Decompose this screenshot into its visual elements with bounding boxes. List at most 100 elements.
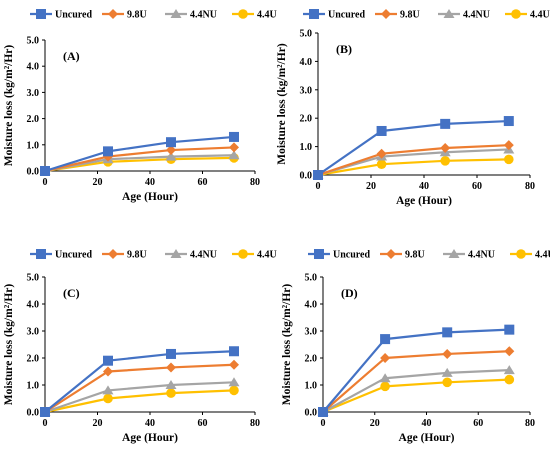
x-tick-label: 60 xyxy=(198,418,208,429)
legend-label: 4.4NU xyxy=(190,250,217,261)
y-tick-label: 0.0 xyxy=(27,408,40,419)
legend-label: 9.8U xyxy=(127,10,147,21)
legend-item: 9.8U xyxy=(380,249,425,261)
panel-label: (A) xyxy=(63,49,80,63)
data-point xyxy=(442,348,453,359)
data-point xyxy=(165,380,177,389)
x-tick-label: 80 xyxy=(250,418,260,429)
legend-marker xyxy=(314,249,324,259)
panel-label: (D) xyxy=(341,286,358,300)
series-line xyxy=(317,119,509,176)
data-point xyxy=(376,148,387,159)
y-tick-label: 3.0 xyxy=(305,327,318,338)
legend-item: Uncured xyxy=(303,9,365,21)
legend: Uncured 9.8U 4.4NU 4.4U xyxy=(303,9,550,21)
y-tick-label: 1.0 xyxy=(300,142,313,153)
x-tick-label: 40 xyxy=(422,418,432,429)
y-tick-label: 0.0 xyxy=(27,167,40,178)
data-point xyxy=(440,143,451,154)
series-line xyxy=(44,146,235,173)
y-tick-label: 2.0 xyxy=(300,114,313,125)
series-line xyxy=(44,381,235,414)
data-point xyxy=(229,359,239,370)
data-point xyxy=(503,140,514,151)
series-line xyxy=(44,156,235,173)
y-tick-label: 4.0 xyxy=(300,57,313,68)
legend-item: 4.4NU xyxy=(165,9,217,21)
data-point xyxy=(166,362,176,373)
y-tick-label: 4.0 xyxy=(27,300,40,311)
data-point xyxy=(103,366,113,377)
data-point xyxy=(442,377,453,388)
series-line xyxy=(44,350,235,413)
data-point xyxy=(504,346,515,357)
legend-item: 4.4U xyxy=(232,249,277,261)
x-tick-label: 80 xyxy=(250,177,260,188)
legend-label: 4.4NU xyxy=(463,10,490,21)
data-point xyxy=(228,150,240,160)
data-point xyxy=(40,166,50,176)
x-tick-label: 40 xyxy=(145,418,155,429)
data-point xyxy=(318,407,328,417)
y-tick-label: 1.0 xyxy=(27,381,40,392)
data-point xyxy=(229,142,239,153)
y-tick-label: 3.0 xyxy=(27,88,40,99)
y-tick-label: 5.0 xyxy=(300,29,313,40)
legend: Uncured 9.8U 4.4NU 4.4U xyxy=(308,249,550,261)
data-point xyxy=(166,388,176,398)
legend-marker xyxy=(170,9,182,18)
legend-item: 4.4U xyxy=(232,9,277,21)
data-point xyxy=(504,324,515,335)
series-line xyxy=(322,350,510,413)
legend-item: 4.4NU xyxy=(438,9,490,21)
legend-item: Uncured xyxy=(308,249,370,261)
data-point xyxy=(379,373,391,383)
y-axis-title: Moisture loss (kg/m²/Hr) xyxy=(281,284,293,406)
x-axis-title: Age (Hour) xyxy=(122,191,178,203)
legend: Uncured 9.8U 4.4NU 4.4U xyxy=(30,249,277,261)
x-tick-label: 60 xyxy=(198,177,208,188)
legend-item: 9.8U xyxy=(102,9,147,21)
data-point xyxy=(440,118,451,129)
series-uncured xyxy=(318,324,515,417)
x-axis-title: Age (Hour) xyxy=(399,432,455,444)
x-tick-label: 80 xyxy=(525,418,535,429)
legend-label: Uncured xyxy=(55,250,92,261)
x-tick-label: 60 xyxy=(473,418,483,429)
x-tick-label: 0 xyxy=(43,418,48,429)
series-uncured xyxy=(313,116,514,180)
data-point xyxy=(503,116,514,127)
data-point xyxy=(441,367,453,377)
data-point xyxy=(380,381,390,392)
legend-label: Uncured xyxy=(333,250,370,261)
legend-label: 4.4NU xyxy=(190,10,217,21)
data-point xyxy=(103,393,113,404)
data-point xyxy=(229,131,239,142)
panel-a: Uncured 9.8U 4.4NU 4.4U 0.0 1.0 2.0 3.0 4.0 5.0 0 2… xyxy=(3,9,277,203)
legend-item: 9.8U xyxy=(102,249,147,261)
series-uncured xyxy=(40,346,239,417)
x-tick-label: 80 xyxy=(525,181,535,192)
series-line xyxy=(44,363,235,413)
y-tick-label: 1.0 xyxy=(27,140,40,151)
data-point xyxy=(165,151,177,161)
series-line xyxy=(322,378,510,414)
data-point xyxy=(376,125,387,136)
series-line xyxy=(322,369,510,413)
legend: Uncured 9.8U 4.4NU 4.4U xyxy=(30,9,277,21)
data-point xyxy=(440,156,451,166)
y-tick-label: 1.0 xyxy=(305,381,318,392)
series-line xyxy=(317,148,509,177)
legend-item: Uncured xyxy=(30,249,92,261)
series-line xyxy=(322,328,510,413)
legend-item: 4.4U xyxy=(510,249,550,261)
data-point xyxy=(504,374,515,385)
y-tick-label: 3.0 xyxy=(300,85,313,96)
legend-marker xyxy=(238,249,248,259)
y-tick-label: 2.0 xyxy=(27,114,40,125)
panel-d: Uncured 9.8U 4.4NU 4.4U 0.0 1.0 2.0 3.0 4.0 5.0 0 2… xyxy=(281,249,550,444)
data-point xyxy=(229,385,239,396)
legend-label: 4.4U xyxy=(257,10,277,21)
